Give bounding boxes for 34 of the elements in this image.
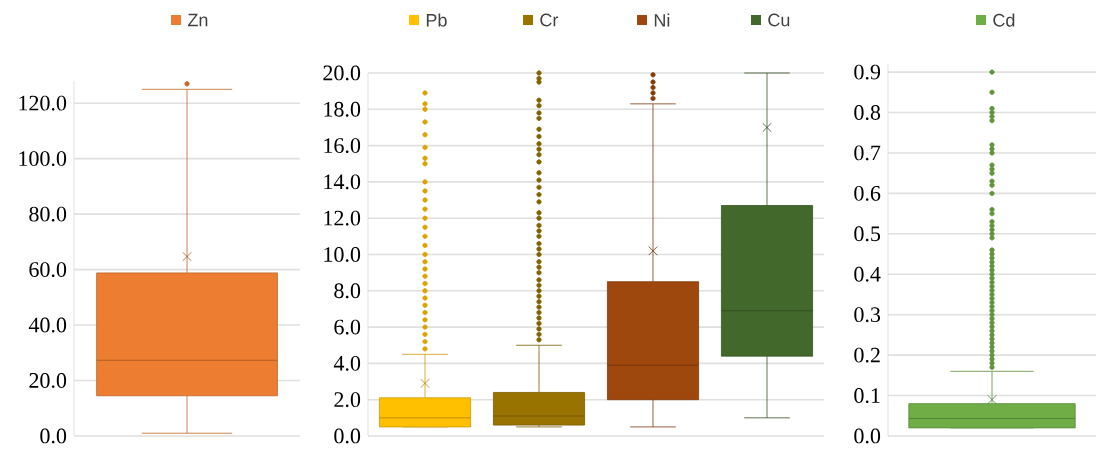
y-tick-label: 20.0 xyxy=(323,65,361,81)
y-tick-label: 0.0 xyxy=(334,428,361,444)
legend-label: Cr xyxy=(540,13,559,27)
y-tick-label: 80.0 xyxy=(29,206,67,222)
y-tick-label: 0.2 xyxy=(854,347,880,363)
y-tick-label: 14.0 xyxy=(324,174,361,190)
legend-label: Pb xyxy=(426,13,447,27)
y-tick-label: 8.0 xyxy=(334,283,361,299)
y-tick-label: 40.0 xyxy=(28,317,67,333)
y-tick-label: 60.0 xyxy=(29,262,67,278)
y-tick-label: 0.7 xyxy=(854,145,881,161)
y-tick-label: 18.0 xyxy=(324,101,361,117)
y-tick-label: 0.4 xyxy=(854,266,881,282)
y-tick-label: 0.6 xyxy=(854,185,881,201)
legend-label: Ni xyxy=(654,13,670,27)
legend-label: Cd xyxy=(993,13,1015,27)
y-tick-label: 0.5 xyxy=(854,226,881,242)
y-tick-label: 0.0 xyxy=(40,428,67,444)
y-tick-label: 20.0 xyxy=(29,373,67,388)
y-tick-label: 2.0 xyxy=(334,392,361,408)
legend-label: Zn xyxy=(187,13,208,27)
y-tick-label: 16.0 xyxy=(324,138,361,154)
y-tick-label: 0.8 xyxy=(854,105,881,120)
y-tick-label: 4.0 xyxy=(333,355,361,371)
y-tick-label: 0.3 xyxy=(854,307,881,323)
y-tick-label: 6.0 xyxy=(334,319,361,335)
y-tick-label: 0.0 xyxy=(854,428,881,444)
y-tick-label: 12.0 xyxy=(324,210,361,226)
y-tick-label: 100.0 xyxy=(19,151,67,167)
legend-label: Cu xyxy=(768,13,790,27)
y-tick-label: 0.1 xyxy=(854,388,880,404)
y-tick-label: 120.0 xyxy=(19,95,67,111)
y-tick-label: 10.0 xyxy=(324,247,361,262)
y-tick-label: 0.9 xyxy=(854,64,881,80)
